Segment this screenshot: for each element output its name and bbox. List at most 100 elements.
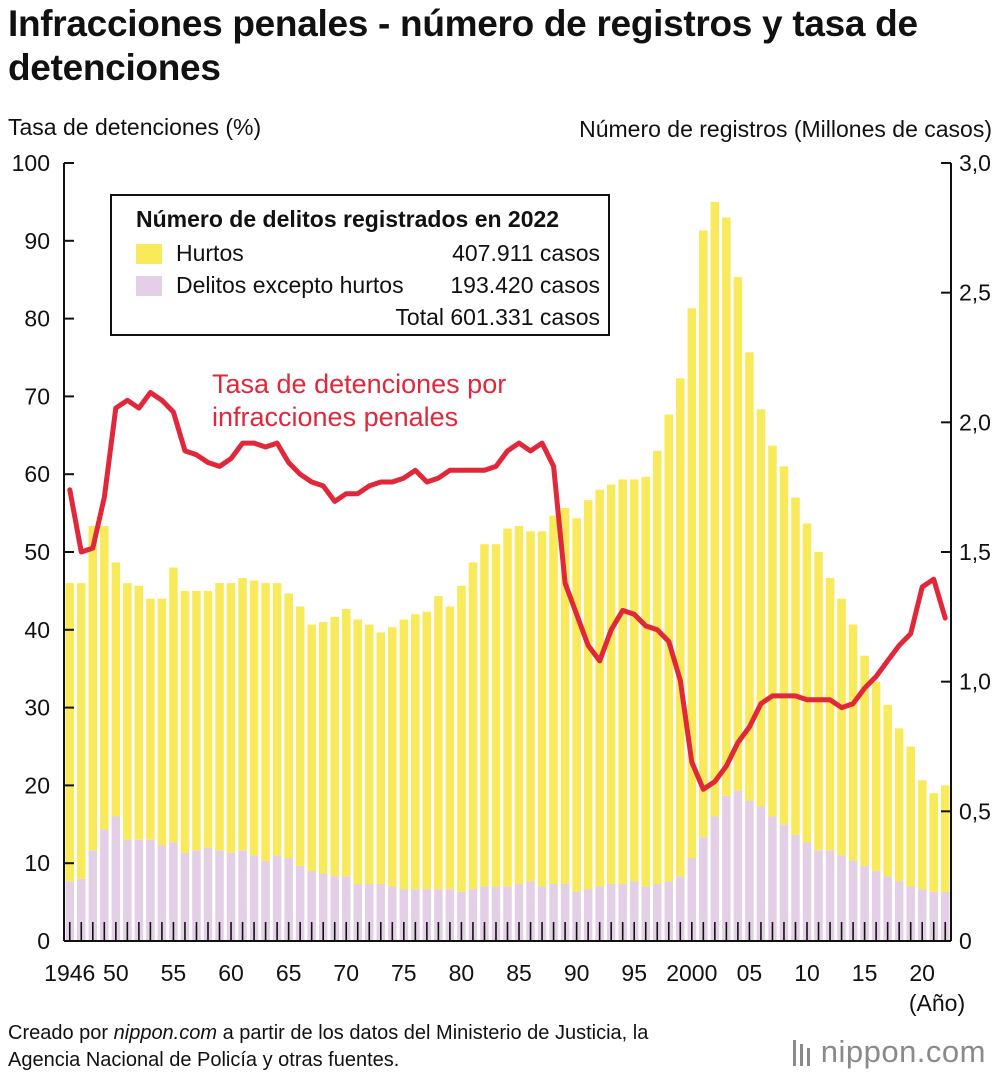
bar-otros-1966 <box>295 865 305 941</box>
legend-label-otros: Delitos excepto hurtos <box>176 272 404 298</box>
bar-otros-1977 <box>422 889 432 941</box>
bar-otros-1970 <box>341 876 351 941</box>
bar-hurtos-1952 <box>134 585 144 840</box>
bar-otros-2009 <box>791 834 800 941</box>
bar-hurtos-2017 <box>883 705 892 877</box>
bar-otros-1974 <box>388 886 397 941</box>
bar-otros-2014 <box>848 860 858 941</box>
bar-otros-1981 <box>468 889 478 941</box>
bar-hurtos-1988 <box>549 515 558 884</box>
legend-title: Número de delitos registrados en 2022 <box>136 206 560 232</box>
bar-otros-1989 <box>560 883 570 941</box>
bar-otros-2020 <box>917 889 927 941</box>
x-tick-label-60: 60 <box>218 960 244 986</box>
y-left-tick-label-70: 70 <box>24 383 50 409</box>
bar-hurtos-1956 <box>180 590 190 853</box>
y-left-tick-label-90: 90 <box>24 228 50 254</box>
legend-item-total: Total 601.331 casos <box>136 302 600 332</box>
bar-otros-1971 <box>353 883 363 941</box>
bar-otros-1997 <box>652 883 662 941</box>
line-series-label-line1: Tasa de detenciones por <box>212 369 507 399</box>
bar-otros-2015 <box>860 865 869 941</box>
bar-hurtos-1989 <box>560 507 570 884</box>
y-left-tick-label-0: 0 <box>37 928 50 954</box>
bar-hurtos-1979 <box>445 606 455 890</box>
line-tasa-detenciones <box>67 390 948 792</box>
y-left-tick-label-10: 10 <box>24 850 50 876</box>
bar-otros-1994 <box>618 883 627 941</box>
bar-hurtos-1982 <box>480 544 489 887</box>
y-left-tick-label-100: 100 <box>12 150 50 176</box>
bar-hurtos-2013 <box>837 598 846 856</box>
bar-hurtos-1954 <box>157 598 167 846</box>
bar-hurtos-1961 <box>238 577 247 851</box>
y-left-tick-label-20: 20 <box>24 772 50 798</box>
bar-otros-2018 <box>894 881 904 941</box>
x-tick-label-75: 75 <box>391 960 417 986</box>
bar-otros-1959 <box>215 850 224 941</box>
line-series-label: Tasa de detenciones por infracciones pen… <box>212 368 592 434</box>
bar-otros-1986 <box>526 881 535 941</box>
bar-otros-2021 <box>929 891 938 941</box>
legend-label-hurtos: Hurtos <box>176 240 244 266</box>
bar-otros-1996 <box>641 886 650 941</box>
bar-hurtos-1968 <box>318 622 328 874</box>
x-axis-unit-label: (Año) <box>909 990 965 1016</box>
y-right-tick-label-2: 1,0 <box>959 669 991 695</box>
bar-otros-2011 <box>814 850 823 941</box>
bar-otros-1968 <box>318 873 328 941</box>
brand-bars-icon <box>792 1040 815 1066</box>
y-right-tick-label-4: 2,0 <box>959 409 991 435</box>
bar-hurtos-2014 <box>848 624 858 861</box>
bar-hurtos-1981 <box>468 562 478 890</box>
bar-hurtos-1964 <box>272 583 282 856</box>
bar-otros-1992 <box>595 886 604 941</box>
legend-total: Total 601.331 casos <box>395 304 600 330</box>
bar-hurtos-1984 <box>503 528 512 887</box>
bar-otros-2001 <box>699 837 708 941</box>
legend-item-otros: Delitos excepto hurtos 193.420 casos <box>136 270 600 300</box>
y-left-tick-label-40: 40 <box>24 617 50 643</box>
legend-value-hurtos: 407.911 casos <box>452 240 600 266</box>
x-tick-label-85: 85 <box>506 960 532 986</box>
bar-otros-1962 <box>249 855 259 941</box>
bar-otros-2012 <box>825 850 835 941</box>
bar-hurtos-1965 <box>284 593 293 859</box>
bar-hurtos-1987 <box>537 531 547 887</box>
bar-otros-1985 <box>514 883 524 941</box>
legend-swatch-hurtos <box>136 244 162 264</box>
bar-otros-1978 <box>434 889 443 941</box>
bar-hurtos-1990 <box>572 518 581 892</box>
y-left-tick-label-50: 50 <box>24 539 50 565</box>
bar-otros-1980 <box>457 891 466 941</box>
bar-otros-2017 <box>883 876 892 941</box>
bar-hurtos-1969 <box>330 616 339 877</box>
bar-otros-1961 <box>238 850 247 941</box>
bar-hurtos-1999 <box>676 378 685 877</box>
x-tick-label-05: 05 <box>737 960 763 986</box>
bar-otros-1993 <box>606 883 616 941</box>
bar-hurtos-1962 <box>249 580 259 856</box>
x-tick-label-70: 70 <box>333 960 359 986</box>
bar-otros-1976 <box>411 889 420 941</box>
bar-hurtos-1985 <box>514 526 524 884</box>
y-right-tick-label-5: 2,5 <box>959 280 991 306</box>
bar-otros-1969 <box>330 876 339 941</box>
y-axis-left-label: Tasa de detenciones (%) <box>8 114 262 140</box>
bar-otros-1947 <box>77 878 86 941</box>
bar-hurtos-1986 <box>526 531 535 882</box>
bar-otros-2004 <box>733 790 743 941</box>
bar-otros-1953 <box>146 839 155 941</box>
bar-otros-1954 <box>157 845 167 941</box>
bar-otros-2019 <box>906 886 915 941</box>
bar-hurtos-1980 <box>457 585 466 892</box>
bar-hurtos-1996 <box>641 476 650 887</box>
bar-otros-1956 <box>180 852 190 941</box>
bar-hurtos-1957 <box>192 590 201 851</box>
bar-otros-2007 <box>768 816 777 941</box>
bar-otros-1965 <box>284 858 293 941</box>
bar-hurtos-1960 <box>226 583 236 853</box>
bar-hurtos-2004 <box>733 277 743 791</box>
bar-hurtos-1947 <box>77 583 86 879</box>
bar-hurtos-2021 <box>929 793 938 892</box>
